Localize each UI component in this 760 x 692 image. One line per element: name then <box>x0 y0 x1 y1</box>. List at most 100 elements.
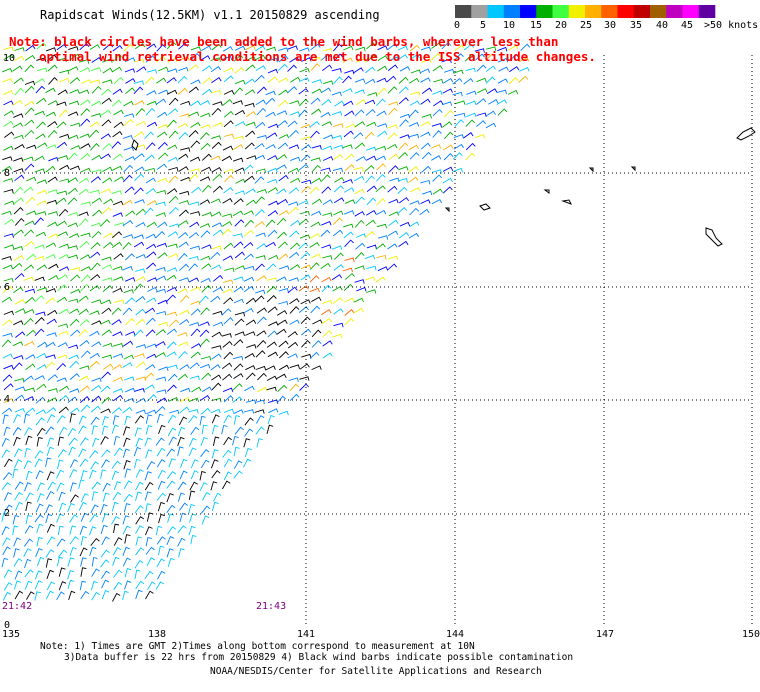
wind-barb <box>178 277 190 282</box>
wind-barb <box>211 245 222 251</box>
wind-barb <box>255 255 266 260</box>
wind-barb <box>166 535 175 546</box>
wind-barb <box>1 256 12 261</box>
wind-barb <box>80 99 91 106</box>
legend-swatch <box>650 5 667 18</box>
wind-barb <box>24 240 35 248</box>
wind-barb <box>189 211 201 216</box>
wind-barb <box>254 409 265 414</box>
wind-barb <box>14 590 24 600</box>
wind-barb <box>47 437 55 447</box>
wind-barb <box>245 297 257 305</box>
wind-barb <box>387 263 398 271</box>
wind-barb <box>278 142 289 150</box>
wind-barb <box>147 277 158 282</box>
wind-barb <box>332 43 343 52</box>
wind-barb <box>398 142 409 151</box>
wind-barb <box>123 503 131 513</box>
wind-barb <box>167 513 175 523</box>
wind-barb <box>57 342 68 348</box>
wind-barb <box>111 460 121 469</box>
wind-barb <box>278 253 289 261</box>
wind-barb <box>89 189 100 195</box>
legend-swatch <box>568 5 586 18</box>
wind-barb <box>24 396 35 402</box>
wind-barb <box>2 78 13 83</box>
wind-barb <box>156 190 167 195</box>
wind-barb <box>34 580 43 590</box>
wind-barb <box>102 492 110 502</box>
wind-barb <box>177 436 185 447</box>
wind-barb <box>112 266 123 271</box>
wind-barb <box>23 413 30 424</box>
wind-barb <box>497 57 509 63</box>
wind-barb <box>299 77 310 83</box>
wind-barb <box>212 286 223 293</box>
wind-barb <box>310 97 321 105</box>
wind-barb <box>145 425 153 435</box>
wind-barb <box>188 173 199 181</box>
wind-barb <box>68 446 76 456</box>
wind-barb <box>112 388 124 393</box>
wind-barb <box>25 354 36 360</box>
wind-barb <box>178 200 190 205</box>
wind-barb <box>90 262 101 271</box>
wind-barb <box>222 449 232 458</box>
wind-barb <box>146 557 155 567</box>
wind-barb <box>331 274 343 281</box>
wind-barb <box>79 339 90 347</box>
wind-barb <box>202 88 213 96</box>
wind-barb <box>365 155 377 161</box>
wind-barb <box>90 143 100 151</box>
wind-barb <box>103 363 114 370</box>
wind-barb <box>36 437 43 447</box>
wind-barb <box>188 437 197 447</box>
wind-barb <box>58 394 69 402</box>
wind-barb <box>47 176 58 183</box>
wind-barb <box>45 253 56 259</box>
wind-barb <box>322 352 333 359</box>
island-outline <box>736 127 756 141</box>
wind-barb <box>188 86 199 93</box>
wind-barb <box>199 482 208 492</box>
wind-barb <box>101 570 110 579</box>
wind-barb <box>2 264 14 270</box>
wind-barb <box>408 133 420 139</box>
wind-barb <box>376 173 386 182</box>
wind-barb <box>301 339 311 348</box>
wind-barb <box>210 459 219 469</box>
wind-barb <box>309 262 320 270</box>
wind-barb <box>69 373 80 380</box>
wind-barb <box>199 223 211 228</box>
wind-barb <box>200 230 211 238</box>
wind-barb <box>265 97 276 105</box>
wind-barb <box>179 406 190 414</box>
wind-barb <box>91 85 102 94</box>
wind-barb <box>485 110 496 117</box>
wind-barb <box>24 448 31 458</box>
wind-barb <box>265 219 276 228</box>
wind-barb <box>36 493 45 503</box>
wind-barb <box>14 491 23 501</box>
wind-barb <box>100 524 108 535</box>
wind-barb <box>144 207 154 216</box>
wind-barb <box>90 113 102 118</box>
wind-barb <box>80 274 91 283</box>
wind-barb <box>221 308 232 316</box>
wind-barb <box>200 255 211 261</box>
wind-barb <box>200 407 211 415</box>
wind-barb <box>244 78 256 85</box>
wind-barb <box>24 288 36 294</box>
wind-barb <box>48 233 59 239</box>
wind-barb <box>180 458 188 469</box>
wind-barb <box>46 490 55 500</box>
wind-barb <box>245 110 257 118</box>
wind-barb <box>201 263 212 270</box>
wind-speed-color-bar <box>455 5 716 18</box>
wind-barb <box>233 446 240 457</box>
wind-barb <box>387 185 398 193</box>
wind-barb <box>145 187 156 195</box>
wind-barb <box>80 118 91 127</box>
lon-label-147: 147 <box>596 629 614 640</box>
wind-barb <box>344 318 355 326</box>
